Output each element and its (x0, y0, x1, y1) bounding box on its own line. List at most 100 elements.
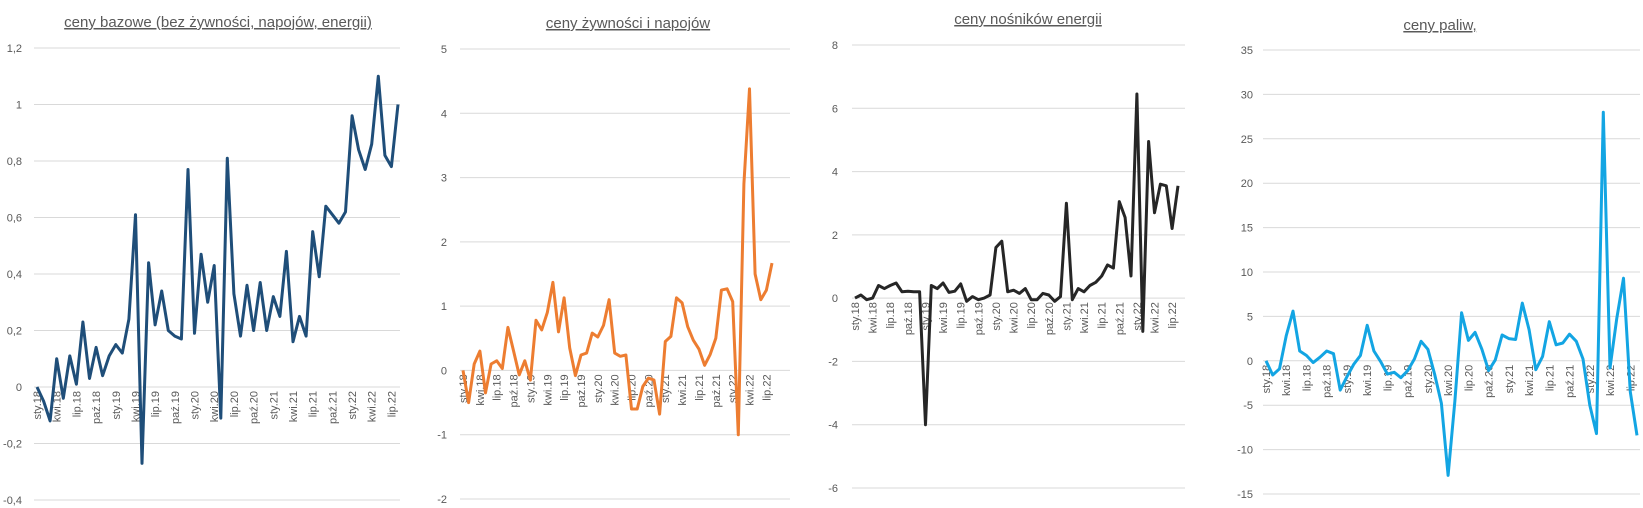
y-tick-label: -2 (437, 494, 447, 506)
y-tick-label: 0,4 (7, 269, 22, 281)
chart-food-prices: ceny żywności i napojów 543210-1-2sty.18… (437, 15, 790, 506)
x-tick-label: kwi.18 (1281, 365, 1293, 396)
y-tick-label: 20 (1241, 178, 1253, 190)
y-tick-label: 6 (832, 103, 838, 115)
chart-title: ceny nośników energii (954, 11, 1102, 28)
x-tick-label: paź.18 (91, 391, 103, 424)
y-tick-label: 0 (16, 382, 22, 394)
x-tick-label: paź.21 (711, 374, 723, 407)
x-tick-label: kwi.19 (1362, 365, 1374, 396)
x-tick-label: lip.20 (1026, 302, 1038, 328)
x-tick-label: lip.18 (885, 302, 897, 328)
x-tick-label: lip.19 (150, 391, 162, 417)
x-tick-label: kwi.21 (1524, 365, 1536, 396)
x-tick-label: sty.20 (1423, 365, 1435, 394)
x-tick-label: paź.21 (327, 391, 339, 424)
y-tick-label: -0,2 (3, 439, 22, 451)
y-tick-label: 0 (832, 293, 838, 305)
series-line (854, 92, 1180, 427)
x-tick-label: kwi.22 (1605, 365, 1617, 396)
x-tick-label: sty.21 (268, 391, 280, 420)
y-tick-label: -4 (828, 420, 838, 432)
x-tick-label: paź.18 (509, 374, 521, 407)
x-tick-label: lip.21 (694, 374, 706, 400)
x-tick-label: kwi.21 (288, 391, 300, 422)
x-tick-label: sty.21 (1061, 302, 1073, 331)
y-tick-label: 0,2 (7, 326, 22, 338)
x-tick-label: kwi.22 (1150, 302, 1162, 333)
x-tick-label: paź.20 (1484, 365, 1496, 398)
series-line (1264, 110, 1639, 477)
y-tick-label: 30 (1241, 89, 1253, 101)
x-tick-label: kwi.20 (1443, 365, 1455, 396)
x-tick-label: lip.19 (559, 374, 571, 400)
x-tick-label: kwi.19 (542, 374, 554, 405)
x-tick-label: paź.19 (170, 391, 182, 424)
y-tick-label: 4 (441, 108, 447, 120)
x-tick-label: lip.18 (492, 374, 504, 400)
y-tick-label: -2 (828, 356, 838, 368)
x-tick-label: sty.19 (525, 374, 537, 403)
x-tick-label: lip.22 (386, 391, 398, 417)
x-tick-label: lip.22 (1167, 302, 1179, 328)
x-tick-label: sty.19 (111, 391, 123, 420)
chart-fuel-prices: ceny paliw, 35302520151050-5-10-15sty.18… (1237, 17, 1640, 501)
x-tick-label: kwi.21 (677, 374, 689, 405)
x-tick-label: paź.20 (249, 391, 261, 424)
x-tick-label: paź.20 (1044, 302, 1056, 335)
x-tick-label: kwi.20 (1009, 302, 1021, 333)
x-tick-label: lip.21 (1097, 302, 1109, 328)
y-tick-label: 0,6 (7, 213, 22, 225)
series-line (461, 87, 774, 437)
x-tick-label: paź.18 (903, 302, 915, 335)
x-tick-label: lip.21 (308, 391, 320, 417)
x-tick-label: kwi.19 (938, 302, 950, 333)
x-tick-label: kwi.18 (52, 391, 64, 422)
y-tick-label: -5 (1243, 400, 1253, 412)
y-tick-label: 5 (441, 44, 447, 56)
x-tick-label: kwi.22 (745, 374, 757, 405)
y-tick-label: 3 (441, 173, 447, 185)
y-tick-label: 8 (832, 40, 838, 52)
x-tick-label: lip.18 (1301, 365, 1313, 391)
x-tick-label: sty.18 (850, 302, 862, 331)
y-tick-label: 1 (16, 100, 22, 112)
y-tick-label: 2 (441, 237, 447, 249)
x-tick-label: lip.19 (956, 302, 968, 328)
y-tick-label: 5 (1247, 311, 1253, 323)
x-tick-label: lip.20 (229, 391, 241, 417)
series-line (35, 74, 400, 465)
x-tick-label: paź.21 (1114, 302, 1126, 335)
y-tick-label: -6 (828, 483, 838, 495)
x-tick-label: lip.21 (1544, 365, 1556, 391)
chart-core-prices: ceny bazowe (bez żywności, napojów, ener… (3, 14, 400, 507)
y-tick-label: 0 (441, 365, 447, 377)
x-tick-label: kwi.18 (868, 302, 880, 333)
x-tick-label: kwi.21 (1079, 302, 1091, 333)
x-tick-label: sty.20 (190, 391, 202, 420)
y-tick-label: 0 (1247, 356, 1253, 368)
x-tick-label: paź.19 (576, 374, 588, 407)
y-tick-label: 25 (1241, 134, 1253, 146)
x-tick-label: lip.22 (761, 374, 773, 400)
y-tick-label: 2 (832, 230, 838, 242)
y-tick-label: 15 (1241, 223, 1253, 235)
x-tick-label: paź.21 (1565, 365, 1577, 398)
chart-energy-prices: ceny nośników energii 8 6 4 2 0 -2 -4 -6 sty.18 k… (828, 11, 1185, 495)
x-tick-label: kwi.22 (367, 391, 379, 422)
x-tick-label: sty.21 (1504, 365, 1516, 394)
y-tick-label: 35 (1241, 45, 1253, 57)
y-tick-label: -1 (437, 430, 447, 442)
y-tick-label: 4 (832, 167, 838, 179)
x-tick-label: sty.22 (347, 391, 359, 420)
chart-title: ceny żywności i napojów (546, 15, 710, 32)
chart-title: ceny paliw, (1403, 17, 1476, 34)
x-tick-label: kwi.20 (209, 391, 221, 422)
y-tick-label: 1 (441, 301, 447, 313)
x-tick-label: lip.20 (1463, 365, 1475, 391)
y-tick-label: 0,8 (7, 156, 22, 168)
y-tick-label: 10 (1241, 267, 1253, 279)
x-tick-label: sty.20 (991, 302, 1003, 331)
x-tick-label: paź.18 (1322, 365, 1334, 398)
